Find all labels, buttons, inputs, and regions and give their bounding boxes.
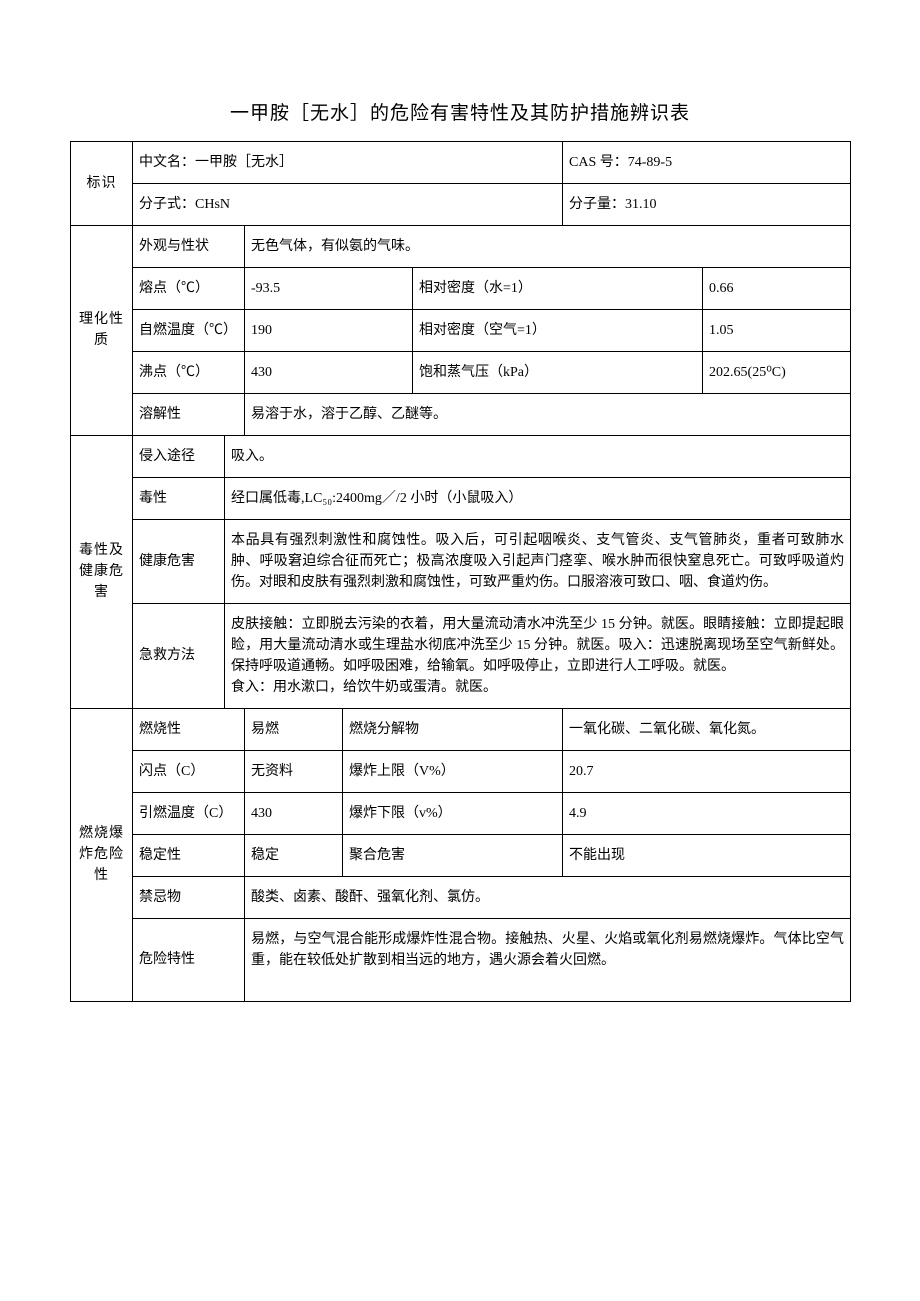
uel-label: 爆炸上限（V%） xyxy=(343,750,563,792)
firstaid-value: 皮肤接触：立即脱去污染的衣着，用大量流动清水冲洗至少 15 分钟。就医。眼睛接触… xyxy=(225,603,851,708)
reldensity-air-value: 1.05 xyxy=(703,309,851,351)
stability-value: 稳定 xyxy=(245,834,343,876)
ignition-label: 引燃温度（C） xyxy=(133,792,245,834)
flammability-value: 易燃 xyxy=(245,708,343,750)
boiling-label: 沸点（℃） xyxy=(133,351,245,393)
section-identification: 标识 xyxy=(71,141,133,225)
section-toxicity: 毒性及健康危害 xyxy=(71,435,133,708)
incompat-label: 禁忌物 xyxy=(133,876,245,918)
solubility-label: 溶解性 xyxy=(133,393,245,435)
tox-label: 毒性 xyxy=(133,477,225,519)
route-label: 侵入途径 xyxy=(133,435,225,477)
polymerization-value: 不能出现 xyxy=(563,834,851,876)
lel-value: 4.9 xyxy=(563,792,851,834)
autoignition-value: 190 xyxy=(245,309,413,351)
lel-label: 爆炸下限（v%） xyxy=(343,792,563,834)
document-title: 一甲胺［无水］的危险有害特性及其防护措施辨识表 xyxy=(70,100,850,129)
route-value: 吸入。 xyxy=(225,435,851,477)
chinese-name: 中文名：一甲胺［无水］ xyxy=(133,141,563,183)
tox-value: 经口属低毒,LC₅₀:2400mg／/2 小时（小鼠吸入） xyxy=(225,477,851,519)
molecular-formula: 分子式：CHsN xyxy=(133,183,563,225)
melting-value: -93.5 xyxy=(245,267,413,309)
appearance-label: 外观与性状 xyxy=(133,225,245,267)
flammability-label: 燃烧性 xyxy=(133,708,245,750)
reldensity-air-label: 相对密度（空气=1） xyxy=(413,309,703,351)
flash-value: 无资料 xyxy=(245,750,343,792)
firstaid-label: 急救方法 xyxy=(133,603,225,708)
molecular-weight: 分子量：31.10 xyxy=(563,183,851,225)
section-fire: 燃烧爆炸危险性 xyxy=(71,708,133,1001)
uel-value: 20.7 xyxy=(563,750,851,792)
boiling-value: 430 xyxy=(245,351,413,393)
ignition-value: 430 xyxy=(245,792,343,834)
melting-label: 熔点（℃） xyxy=(133,267,245,309)
appearance-value: 无色气体，有似氨的气味。 xyxy=(245,225,851,267)
hazard-char-value: 易燃，与空气混合能形成爆炸性混合物。接触热、火星、火焰或氧化剂易燃烧爆炸。气体比… xyxy=(245,918,851,1001)
hazard-char-label: 危险特性 xyxy=(133,918,245,1001)
vapor-pressure-label: 饱和蒸气压（kPa） xyxy=(413,351,703,393)
incompat-value: 酸类、卤素、酸酐、强氧化剂、氯仿。 xyxy=(245,876,851,918)
hazard-table: 标识 中文名：一甲胺［无水］ CAS 号：74-89-5 分子式：CHsN 分子… xyxy=(70,141,851,1002)
combustion-products-value: 一氧化碳、二氧化碳、氧化氮。 xyxy=(563,708,851,750)
autoignition-label: 自燃温度（℃） xyxy=(133,309,245,351)
health-hazard-value: 本品具有强烈刺激性和腐蚀性。吸入后，可引起咽喉炎、支气管炎、支气管肺炎，重者可致… xyxy=(225,519,851,603)
flash-label: 闪点（C） xyxy=(133,750,245,792)
vapor-pressure-value: 202.65(25⁰C) xyxy=(703,351,851,393)
reldensity-water-label: 相对密度（水=1） xyxy=(413,267,703,309)
reldensity-water-value: 0.66 xyxy=(703,267,851,309)
section-physchem: 理化性质 xyxy=(71,225,133,435)
combustion-products-label: 燃烧分解物 xyxy=(343,708,563,750)
polymerization-label: 聚合危害 xyxy=(343,834,563,876)
cas-number: CAS 号：74-89-5 xyxy=(563,141,851,183)
health-hazard-label: 健康危害 xyxy=(133,519,225,603)
stability-label: 稳定性 xyxy=(133,834,245,876)
solubility-value: 易溶于水，溶于乙醇、乙醚等。 xyxy=(245,393,851,435)
